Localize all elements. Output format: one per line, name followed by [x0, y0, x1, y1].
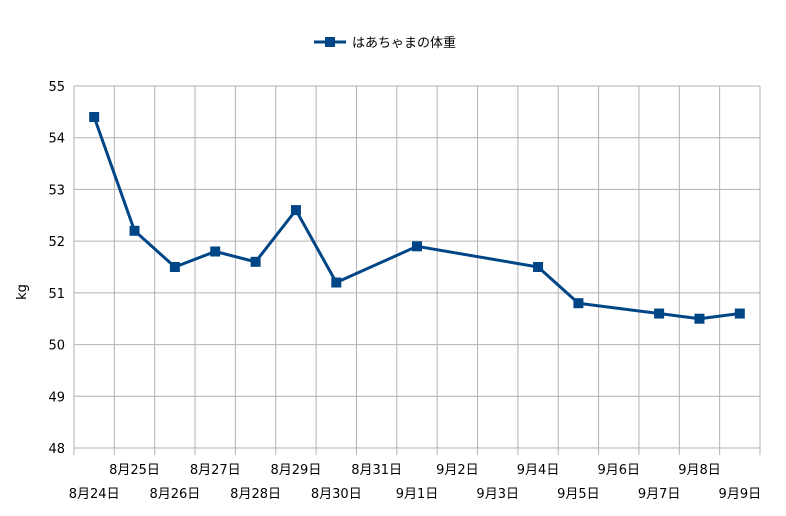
data-point-marker: [533, 262, 544, 272]
x-tick-label: 8月27日: [190, 463, 241, 478]
grid-lines: [73, 85, 761, 455]
y-tick-labels: 48 49 50 51 52 53 54 55: [48, 80, 65, 457]
data-point-marker: [89, 112, 100, 123]
x-tick-label: 9月8日: [678, 463, 721, 478]
x-tick-label: 8月28日: [230, 487, 281, 502]
x-tick-label: 9月9日: [719, 487, 762, 502]
legend-label: はあちゃまの体重: [352, 35, 456, 51]
legend-marker: [325, 37, 335, 47]
data-point-marker: [654, 308, 665, 319]
data-point-marker: [573, 298, 584, 309]
x-tick-label: 9月4日: [517, 463, 560, 478]
x-tick-label: 8月31日: [351, 463, 402, 478]
x-tick-labels: 8月24日 8月25日 8月26日 8月27日 8月28日 8月29日 8月30日 8月31日…: [69, 463, 761, 502]
x-tick-label: 8月25日: [109, 463, 160, 478]
x-tick-label: 8月30日: [311, 487, 362, 502]
x-tick-label: 8月26日: [149, 487, 200, 502]
y-tick-label: 49: [48, 390, 65, 405]
x-tick-label: 9月6日: [597, 463, 640, 478]
x-tick-label: 9月3日: [476, 487, 519, 502]
data-point-marker: [412, 241, 422, 252]
y-tick-label: 55: [48, 80, 65, 95]
y-axis-label: kg: [15, 284, 30, 300]
x-tick-label: 9月5日: [557, 487, 600, 502]
data-point-marker: [734, 308, 745, 319]
x-tick-label: 9月7日: [638, 487, 681, 502]
data-point-marker: [210, 246, 221, 257]
x-tick-label: 8月29日: [271, 463, 322, 478]
data-point-marker: [694, 313, 705, 324]
y-tick-label: 50: [48, 339, 65, 354]
data-point-marker: [290, 205, 301, 216]
data-point-marker: [331, 277, 342, 288]
y-tick-label: 54: [48, 132, 65, 147]
y-tick-label: 51: [48, 287, 65, 302]
data-point-marker: [169, 262, 180, 272]
series-line: [92, 116, 741, 321]
series: [89, 112, 745, 324]
data-point-marker: [250, 256, 261, 267]
y-tick-label: 48: [48, 442, 65, 457]
data-point-marker: [129, 225, 140, 236]
x-tick-label: 9月1日: [396, 487, 439, 502]
x-tick-label: 8月24日: [69, 487, 120, 502]
y-tick-label: 52: [48, 235, 65, 250]
legend: はあちゃまの体重: [314, 35, 456, 51]
y-tick-label: 53: [48, 183, 65, 198]
x-tick-label: 9月2日: [436, 463, 479, 478]
